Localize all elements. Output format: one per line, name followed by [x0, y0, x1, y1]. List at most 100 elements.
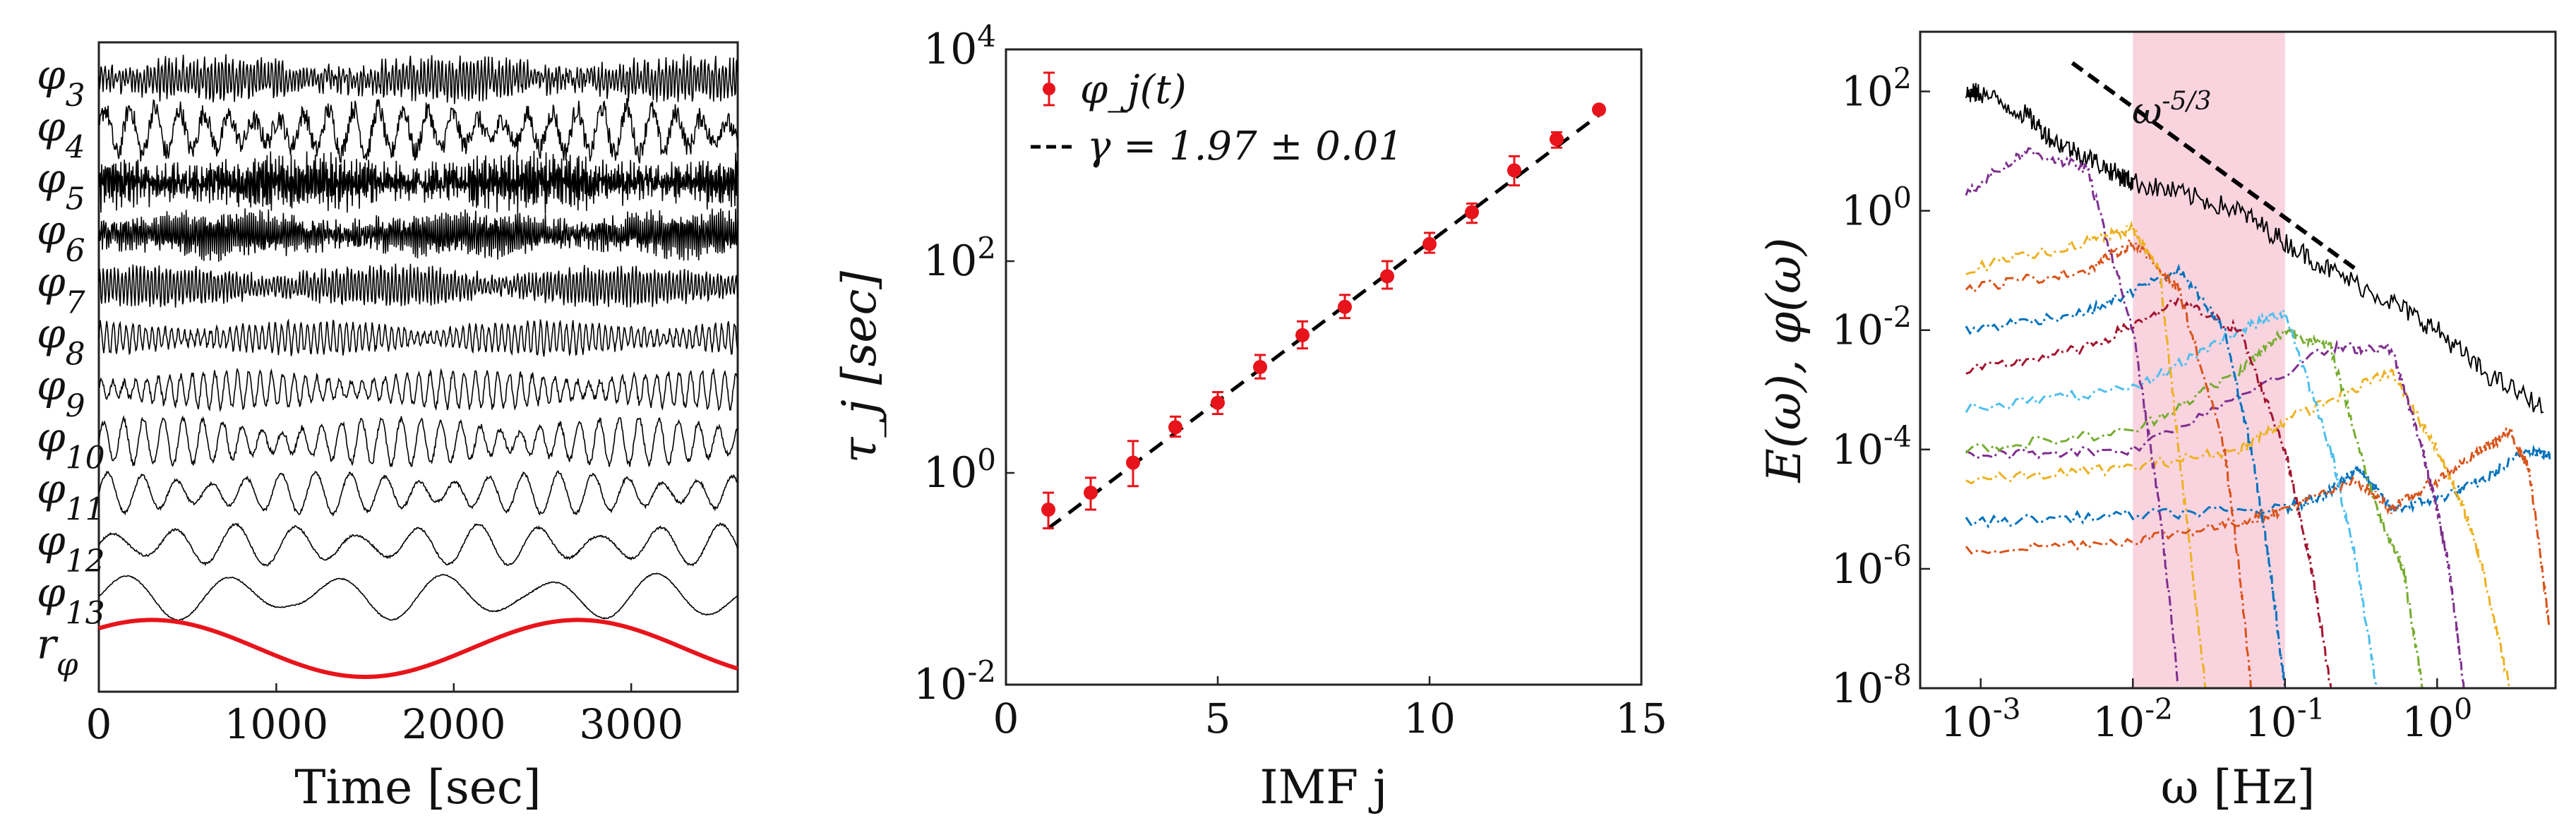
x-tick-label: 0 [86, 700, 112, 748]
x-tick-label: 15 [1615, 695, 1667, 743]
data-point [1465, 205, 1479, 220]
x-tick-label: 10-3 [1941, 692, 2021, 746]
imf-row-label: φ4 [37, 102, 85, 165]
data-point [1338, 299, 1352, 314]
shaded-frequency-band [2133, 32, 2285, 688]
imf-row-label: φ13 [37, 568, 105, 631]
panel3-y-ticks: 10-8 10-6 10-4 10-2 100 102 [1831, 62, 1930, 712]
imf-row-label: φ7 [37, 258, 85, 320]
imf-spectrum-line [1965, 424, 2551, 627]
x-tick-label: 1000 [224, 700, 329, 748]
panel2-legend: φ_j(t) γ = 1.97 ± 0.01 [1031, 67, 1403, 169]
panel1-x-ticks: 0 1000 2000 3000 [86, 683, 683, 748]
y-tick-label: 102 [923, 231, 996, 287]
imf-trace-1 [98, 54, 738, 104]
imf-trace-11 [98, 572, 738, 621]
spectrum-panel: ω-5/3 10-3 10-2 10-1 100 10-810-610-410-210… [1757, 30, 2557, 815]
y-tick-label: 100 [923, 443, 996, 498]
y-tick-label: 10-2 [913, 654, 996, 710]
data-point [1507, 163, 1521, 178]
x-tick-label: 3000 [579, 700, 683, 748]
data-point [1084, 486, 1098, 500]
imf-spectrum-line [1965, 328, 2424, 688]
imf-trace-6 [98, 318, 738, 357]
x-tick-label: 5 [1205, 695, 1231, 743]
data-point [1550, 132, 1564, 147]
imf-trace-3 [98, 150, 738, 215]
x-tick-label: 2000 [402, 700, 506, 748]
panel3-x-axis-label: ω [Hz] [2161, 760, 2316, 815]
imf-spectrum-line [1965, 444, 2551, 529]
imf-spectrum-line [1965, 340, 2465, 688]
x-tick-label: 10-1 [2245, 692, 2325, 746]
legend-fit-label: γ = 1.97 ± 0.01 [1087, 124, 1403, 169]
y-tick-label: 10-8 [1831, 659, 1912, 712]
imf-trace-4 [98, 208, 738, 262]
panel2-y-axis-label: τ_j [sec] [832, 271, 887, 464]
imf-trace-8 [98, 415, 738, 467]
y-tick-label: 100 [1841, 181, 1912, 235]
data-point [1168, 420, 1182, 435]
imf-row-label: rφ [37, 620, 78, 683]
imf-spectrum-line [1965, 310, 2378, 687]
energy-spectrum-line [1965, 83, 2544, 414]
y-tick-label: 10-4 [1831, 420, 1912, 474]
legend-series-label: φ_j(t) [1080, 67, 1187, 113]
imf-row-label: φ12 [37, 517, 105, 579]
imf-row-label: φ11 [37, 465, 105, 528]
data-point [1041, 503, 1055, 517]
panel2-x-ticks: 0 5 10 15 [993, 676, 1667, 743]
imf-row-label: φ5 [37, 155, 85, 217]
imf-trace-9 [98, 469, 738, 517]
data-point [1380, 269, 1394, 284]
data-point [1592, 102, 1606, 117]
imf-spectrum-line [1965, 296, 2332, 687]
x-tick-label: 10-2 [2092, 692, 2173, 746]
x-tick-label: 0 [993, 695, 1019, 743]
imf-row-label: φ10 [37, 413, 105, 476]
imf-trace-7 [98, 368, 738, 413]
panel1-x-axis-label: Time [sec] [294, 760, 541, 815]
imf-row-label: φ9 [37, 361, 85, 424]
data-point [1295, 328, 1310, 342]
imf-spectrum-line [1965, 236, 2252, 688]
y-tick-label: 10-6 [1831, 539, 1912, 593]
imf-traces [98, 54, 738, 679]
scatter-points [1041, 102, 1606, 529]
panel3-frame [1919, 30, 2557, 690]
imf-spectrum-line [1965, 220, 2207, 688]
spectrum-lines [1965, 83, 2551, 688]
x-tick-label: 10 [1403, 695, 1456, 743]
panel3-y-axis-label: E(ω), φ(ω) [1757, 238, 1811, 483]
fit-dashed-line [1047, 113, 1600, 530]
panel2-x-axis-label: IMF j [1260, 760, 1388, 815]
x-tick-label: 100 [2402, 692, 2472, 746]
data-point [1422, 236, 1437, 251]
imf-spectrum-line [1965, 368, 2511, 688]
imf-trace-12 [98, 618, 738, 679]
panel2-y-ticks: 10-2 100 102 104 [913, 19, 1014, 710]
imf-row-label: φ3 [37, 51, 85, 114]
data-point [1211, 395, 1225, 410]
panel3-x-ticks: 10-3 10-2 10-1 100 [1941, 678, 2472, 746]
y-tick-label: 10-2 [1831, 301, 1912, 354]
imf-trace-5 [98, 263, 738, 308]
imf-trace-10 [98, 522, 738, 567]
panel2-frame [1005, 48, 1643, 686]
imf-spectrum-line [1965, 147, 2180, 685]
legend-marker-icon [1043, 83, 1055, 95]
imf-row-label: φ8 [37, 310, 85, 373]
data-point [1126, 455, 1140, 470]
data-point [1253, 360, 1267, 374]
y-tick-label: 102 [1841, 62, 1912, 116]
imf-spectrum-line [1965, 263, 2287, 688]
y-tick-label: 104 [923, 19, 996, 75]
imf-trace-2 [98, 97, 738, 164]
imf-row-label: φ6 [37, 206, 85, 269]
panel1-frame [97, 41, 739, 693]
slope-label: ω-5/3 [2132, 87, 2212, 133]
timescale-panel: 0 5 10 15 10-2 100 102 104 φ_j(t) γ = 1.97 ± 0… [832, 19, 1667, 815]
